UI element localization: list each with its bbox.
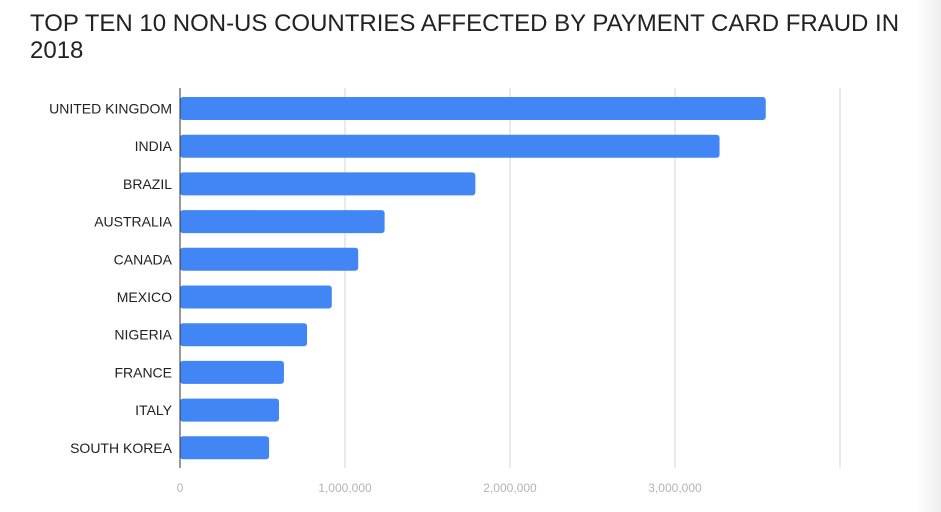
bar-brazil — [180, 172, 476, 196]
bar-canada — [180, 247, 359, 271]
x-tick-label: 0 — [177, 481, 184, 495]
category-label-united-kingdom: UNITED KINGDOM — [49, 101, 172, 117]
bars — [180, 97, 766, 460]
bar-south-korea — [180, 436, 270, 460]
bar-mexico — [180, 285, 332, 309]
category-label-brazil: BRAZIL — [123, 176, 172, 192]
category-label-mexico: MEXICO — [117, 289, 172, 305]
right-edge-shade — [916, 0, 941, 512]
chart-title: TOP TEN 10 NON-US COUNTRIES AFFECTED BY … — [30, 10, 900, 64]
category-label-australia: AUSTRALIA — [94, 214, 172, 230]
x-tick-label: 2,000,000 — [483, 481, 537, 495]
bar-india — [180, 134, 720, 158]
category-label-france: FRANCE — [114, 364, 172, 380]
category-label-india: INDIA — [135, 138, 173, 154]
category-label-canada: CANADA — [114, 251, 173, 267]
x-tick-label: 3,000,000 — [648, 481, 702, 495]
bar-australia — [180, 210, 385, 234]
x-tick-labels: 0 1,000,000 2,000,000 3,000,000 — [177, 481, 702, 495]
category-label-nigeria: NIGERIA — [114, 327, 172, 343]
bar-france — [180, 360, 284, 384]
bar-italy — [180, 398, 279, 422]
chart-title-block: TOP TEN 10 NON-US COUNTRIES AFFECTED BY … — [30, 10, 910, 64]
bar-united-kingdom — [180, 97, 766, 120]
category-labels: UNITED KINGDOM INDIA BRAZIL AUSTRALIA CANADA… — [49, 101, 173, 456]
bar-nigeria — [180, 323, 308, 347]
category-label-italy: ITALY — [135, 402, 172, 418]
category-label-south-korea: SOUTH KOREA — [70, 440, 173, 456]
x-tick-label: 1,000,000 — [318, 481, 372, 495]
